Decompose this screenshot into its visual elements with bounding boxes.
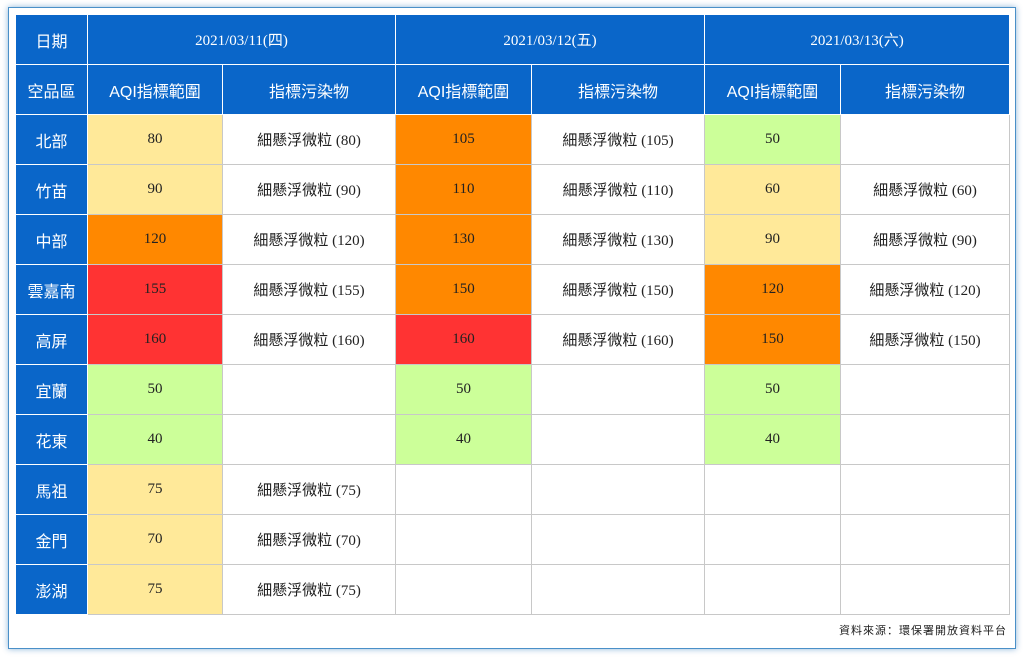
region-cell: 宜蘭: [15, 364, 88, 415]
aqi-value-cell: 160: [395, 314, 532, 365]
aqi-value-cell: 75: [87, 564, 223, 615]
aqi-value-cell: 40: [395, 414, 532, 465]
pollutant-cell: 細懸浮微粒 (155): [222, 264, 396, 315]
aqi-table-body: 北部 80 細懸浮微粒 (80) 105 細懸浮微粒 (105) 50 竹苗 90 細懸浮微粒 …: [15, 114, 1011, 615]
region-cell: 花東: [15, 414, 88, 465]
aqi-value-cell: 130: [395, 214, 532, 265]
column-header-row: 空品區 AQI指標範圍 指標污染物 AQI指標範圍 指標污染物 AQI指標範圍 …: [15, 64, 1011, 115]
aqi-value-cell: [704, 514, 842, 565]
pollutant-cell: [840, 114, 1011, 165]
pollutant-cell: 細懸浮微粒 (160): [530, 314, 706, 365]
pollutant-cell: 細懸浮微粒 (150): [840, 314, 1011, 365]
pollutant-column-header: 指標污染物: [222, 64, 396, 115]
pollutant-cell: 細懸浮微粒 (70): [222, 514, 396, 565]
table-row: 中部 120 細懸浮微粒 (120) 130 細懸浮微粒 (130) 90 細懸浮微粒 (9…: [15, 214, 1011, 265]
aqi-value-cell: [395, 564, 532, 615]
aqi-value-cell: [395, 514, 532, 565]
table-row: 金門 70 細懸浮微粒 (70): [15, 514, 1011, 565]
aqi-value-cell: 60: [704, 164, 842, 215]
pollutant-cell: [840, 464, 1011, 515]
date-label: 日期: [15, 14, 88, 65]
pollutant-cell: [530, 514, 706, 565]
pollutant-cell: [530, 414, 706, 465]
aqi-column-header: AQI指標範圍: [87, 64, 223, 115]
pollutant-cell: [222, 364, 396, 415]
aqi-value-cell: 160: [87, 314, 223, 365]
aqi-value-cell: [395, 464, 532, 515]
pollutant-cell: 細懸浮微粒 (130): [530, 214, 706, 265]
pollutant-cell: [530, 364, 706, 415]
aqi-value-cell: 120: [704, 264, 842, 315]
data-source-note: 資料來源：環保署開放資料平台: [839, 624, 1007, 637]
aqi-forecast-table: 日期 2021/03/11(四) 2021/03/12(五) 2021/03/1…: [15, 14, 1011, 615]
pollutant-cell: 細懸浮微粒 (80): [222, 114, 396, 165]
aqi-value-cell: [704, 564, 842, 615]
aqi-value-cell: 50: [395, 364, 532, 415]
aqi-value-cell: 155: [87, 264, 223, 315]
table-row: 竹苗 90 細懸浮微粒 (90) 110 細懸浮微粒 (110) 60 細懸浮微粒 (60): [15, 164, 1011, 215]
aqi-value-cell: 40: [87, 414, 223, 465]
pollutant-cell: [222, 414, 396, 465]
table-row: 高屏 160 細懸浮微粒 (160) 160 細懸浮微粒 (160) 150 細懸浮微粒 (…: [15, 314, 1011, 365]
aqi-value-cell: 90: [87, 164, 223, 215]
pollutant-cell: 細懸浮微粒 (120): [222, 214, 396, 265]
aqi-value-cell: 110: [395, 164, 532, 215]
aqi-value-cell: 50: [704, 114, 842, 165]
pollutant-cell: 細懸浮微粒 (90): [840, 214, 1011, 265]
aqi-value-cell: 150: [395, 264, 532, 315]
pollutant-column-header: 指標污染物: [840, 64, 1011, 115]
region-cell: 中部: [15, 214, 88, 265]
aqi-value-cell: 50: [87, 364, 223, 415]
pollutant-cell: 細懸浮微粒 (75): [222, 464, 396, 515]
aqi-value-cell: 40: [704, 414, 842, 465]
pollutant-cell: 細懸浮微粒 (75): [222, 564, 396, 615]
pollutant-cell: 細懸浮微粒 (120): [840, 264, 1011, 315]
aqi-value-cell: 90: [704, 214, 842, 265]
pollutant-cell: [840, 414, 1011, 465]
date-header: 2021/03/13(六): [704, 14, 1011, 65]
table-row: 宜蘭 50 50 50: [15, 364, 1011, 415]
region-cell: 竹苗: [15, 164, 88, 215]
region-cell: 北部: [15, 114, 88, 165]
region-cell: 馬祖: [15, 464, 88, 515]
table-row: 花東 40 40 40: [15, 414, 1011, 465]
aqi-value-cell: 120: [87, 214, 223, 265]
pollutant-cell: [530, 564, 706, 615]
pollutant-cell: 細懸浮微粒 (160): [222, 314, 396, 365]
region-cell: 高屏: [15, 314, 88, 365]
aqi-value-cell: 105: [395, 114, 532, 165]
pollutant-cell: [530, 464, 706, 515]
aqi-value-cell: 50: [704, 364, 842, 415]
pollutant-cell: 細懸浮微粒 (110): [530, 164, 706, 215]
region-cell: 雲嘉南: [15, 264, 88, 315]
pollutant-cell: 細懸浮微粒 (90): [222, 164, 396, 215]
aqi-value-cell: [704, 464, 842, 515]
table-row: 馬祖 75 細懸浮微粒 (75): [15, 464, 1011, 515]
region-label: 空品區: [15, 64, 88, 115]
date-header: 2021/03/12(五): [394, 14, 706, 65]
region-cell: 金門: [15, 514, 88, 565]
aqi-forecast-panel: 日期 2021/03/11(四) 2021/03/12(五) 2021/03/1…: [8, 7, 1016, 649]
date-header: 2021/03/11(四): [87, 14, 396, 65]
table-row: 北部 80 細懸浮微粒 (80) 105 細懸浮微粒 (105) 50: [15, 114, 1011, 165]
aqi-value-cell: 75: [87, 464, 223, 515]
pollutant-cell: 細懸浮微粒 (60): [840, 164, 1011, 215]
aqi-value-cell: 70: [87, 514, 223, 565]
aqi-value-cell: 80: [87, 114, 223, 165]
pollutant-cell: [840, 364, 1011, 415]
aqi-column-header: AQI指標範圍: [395, 64, 532, 115]
pollutant-cell: 細懸浮微粒 (105): [530, 114, 706, 165]
aqi-value-cell: 150: [704, 314, 842, 365]
aqi-column-header: AQI指標範圍: [704, 64, 842, 115]
pollutant-cell: [840, 514, 1011, 565]
table-row: 雲嘉南 155 細懸浮微粒 (155) 150 細懸浮微粒 (150) 120 細懸浮微粒 …: [15, 264, 1011, 315]
pollutant-cell: 細懸浮微粒 (150): [530, 264, 706, 315]
table-row: 澎湖 75 細懸浮微粒 (75): [15, 564, 1011, 615]
pollutant-cell: [840, 564, 1011, 615]
region-cell: 澎湖: [15, 564, 88, 615]
pollutant-column-header: 指標污染物: [530, 64, 706, 115]
date-header-row: 日期 2021/03/11(四) 2021/03/12(五) 2021/03/1…: [15, 14, 1011, 65]
